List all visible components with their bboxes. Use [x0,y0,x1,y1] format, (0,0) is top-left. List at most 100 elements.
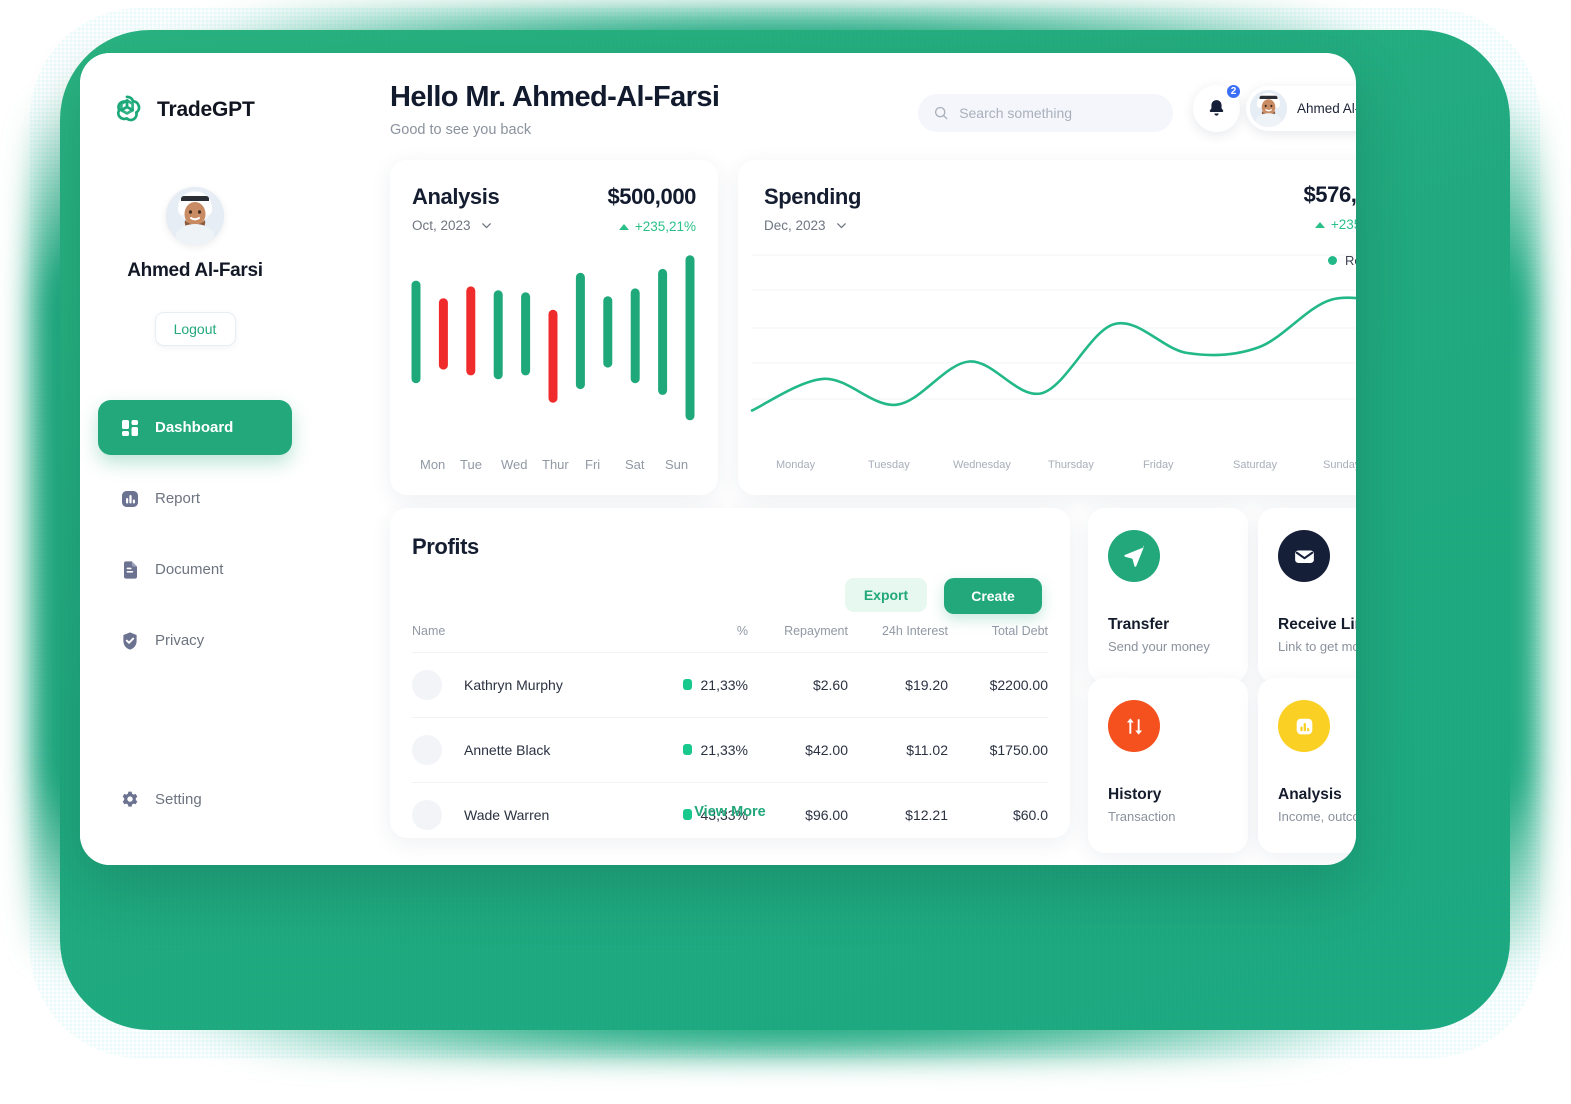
col-total-debt: Total Debt [991,624,1048,638]
sidebar-item-document[interactable]: Document [98,542,292,597]
analysis-x-label: Wed [501,457,528,472]
grid-icon [122,419,138,436]
sidebar-item-report[interactable]: Report [98,471,292,526]
document-icon [124,560,137,579]
profits-table-head: Name % Repayment 24h Interest Total Debt [412,624,1048,653]
avatar-image [1250,90,1287,127]
cell-percent: 21,33% [662,652,748,718]
action-card-subtitle: Income, outcome [1278,809,1356,824]
action-card-history[interactable]: History Transaction [1088,678,1248,853]
profits-table: Name % Repayment 24h Interest Total Debt… [412,624,1048,847]
action-card-analysis[interactable]: Analysis Income, outcome [1258,678,1356,853]
brand-name: TradeGPT [157,98,255,121]
chevron-down-icon [481,223,491,229]
col-percent: % [736,624,748,638]
bar-chart-glyph [1296,718,1312,734]
row-name-text: Kathryn Murphy [464,677,563,693]
spending-x-label: Wednesday [953,459,1011,471]
sidebar-item-dashboard[interactable]: Dashboard [98,400,292,455]
export-button[interactable]: Export [845,578,927,612]
spending-period-selector[interactable]: Dec, 2023 [764,218,861,233]
create-button[interactable]: Create [944,578,1042,614]
gear-icon [122,791,138,807]
col-interest: 24h Interest [881,624,948,638]
app-window: TradeGPT [80,53,1356,865]
transfer-arrows-glyph [1126,717,1142,735]
sidebar-item-label: Setting [155,791,202,808]
table-header-row: Name % Repayment 24h Interest Total Debt [412,624,1048,653]
spending-line-chart [750,254,1356,412]
sidebar-profile: Ahmed Al-Farsi Logout [80,187,310,346]
table-row[interactable]: Wade Warren 43,33% $96.00 $12.21 $60.0 [412,782,1048,847]
view-more-link[interactable]: View More [694,804,766,820]
sidebar-item-setting[interactable]: Setting [98,772,292,827]
spending-legend: Receive [1328,253,1356,268]
row-name-text: Annette Black [464,742,551,758]
cell-name: Wade Warren [412,782,662,847]
cell-percent: 43,33% [662,782,748,847]
cell-total-debt: $60.0 [948,782,1048,847]
user-menu[interactable]: Ahmed Al-Farsi [1246,86,1356,131]
analysis-x-label: Fri [585,457,601,472]
analysis-bar-chart [411,255,695,421]
cell-total-debt: $2200.00 [948,652,1048,718]
row-name-text: Wade Warren [464,807,550,823]
analysis-amount: $500,000 [607,184,696,209]
cell-name: Annette Black [412,717,662,783]
top-bar: Hello Mr. Ahmed-Al-Farsi Good to see you… [310,53,1356,163]
brand-logo[interactable]: TradeGPT [108,91,255,129]
legend-label-receive: Receive [1345,253,1356,268]
cell-repayment: $96.00 [748,782,848,847]
spending-x-label: Friday [1143,459,1174,471]
table-row[interactable]: Kathryn Murphy 21,33% $2.60 $19.20 $2200.00 [412,652,1048,718]
trend-up-icon [1314,221,1325,228]
analysis-x-label: Sat [625,457,645,472]
analysis-title: Analysis [412,184,500,209]
analysis-x-label: Thur [542,457,569,472]
avatar [412,800,442,830]
spending-title: Spending [764,184,862,209]
envelope-icon [1278,530,1330,582]
percent-swatch [682,809,692,821]
avatar [412,735,442,765]
sidebar-item-label: Report [155,490,201,507]
sidebar-item-label: Privacy [155,632,205,649]
spending-x-label: Tuesday [868,459,910,471]
spending-delta-value: +235,21% [1330,217,1356,232]
sidebar-item-privacy[interactable]: Privacy [98,613,292,668]
analysis-period-label: Oct, 2023 [412,218,471,233]
greeting-block: Hello Mr. Ahmed-Al-Farsi Good to see you… [390,81,720,138]
row-percent-text: 43,33% [700,806,748,823]
legend-dot-receive [1328,256,1338,265]
action-card-receive-link[interactable]: Receive Link Link to get money [1258,508,1356,683]
table-row[interactable]: Annette Black 21,33% $42.00 $11.02 $1750.00 [412,717,1048,783]
analysis-x-label: Sun [665,457,689,472]
shield-check-icon [123,631,137,650]
cell-total-debt: $1750.00 [948,717,1048,783]
envelope-glyph [1294,549,1314,563]
analysis-x-label: Mon [420,457,446,472]
spending-amount: $576,024 [1303,182,1356,207]
col-repayment: Repayment [784,624,848,638]
spending-delta: +235,21% [1303,217,1356,232]
notifications-button[interactable]: 2 [1193,83,1242,132]
logout-button[interactable]: Logout [154,312,236,346]
profits-title: Profits [412,534,479,559]
analysis-card: Analysis Oct, 2023 $500,000 +235,21% [390,160,718,495]
cell-interest: $11.02 [848,717,948,783]
spending-x-label: Sunday [1323,459,1356,471]
search-input[interactable] [959,105,1157,121]
page-subtitle: Good to see you back [390,122,532,138]
spending-card: Spending Dec, 2023 $576,024 +235,21% [738,160,1356,495]
sidebar-setting-wrap: Setting [98,772,292,843]
cell-repayment: $42.00 [748,717,848,783]
profits-card: Profits Export Create Name % Repayment 2… [390,508,1070,847]
search-icon [934,106,948,120]
analysis-period-selector[interactable]: Oct, 2023 [412,218,499,233]
percent-swatch [682,744,692,756]
cell-repayment: $2.60 [748,652,848,718]
profits-table-body: Kathryn Murphy 21,33% $2.60 $19.20 $2200.00 A… [412,652,1048,847]
action-card-transfer[interactable]: Transfer Send your money [1088,508,1248,683]
search-bar[interactable] [918,94,1173,132]
